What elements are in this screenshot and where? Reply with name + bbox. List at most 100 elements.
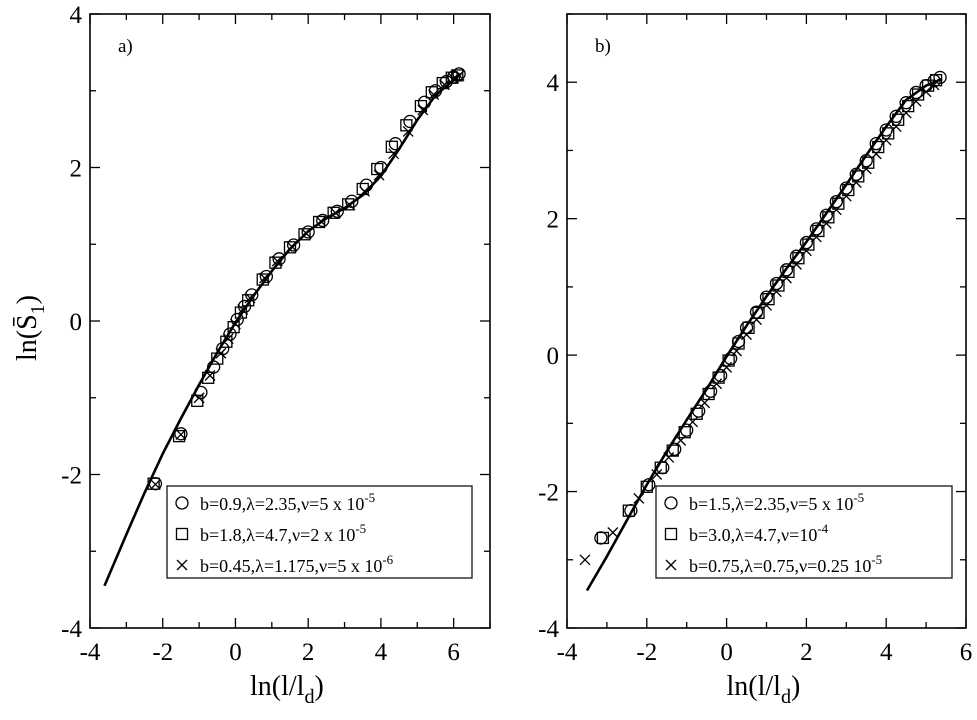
legend-marker-x bbox=[665, 559, 677, 571]
data-point-x bbox=[428, 89, 440, 101]
x-tick-label: -4 bbox=[80, 639, 101, 666]
data-point-circle bbox=[286, 238, 301, 252]
data-point-x bbox=[663, 451, 675, 463]
data-point-x bbox=[453, 69, 465, 81]
data-point-square bbox=[172, 429, 186, 443]
y-tick-label: 0 bbox=[547, 343, 560, 370]
legend-entry-exponent: -5 bbox=[364, 490, 375, 505]
y-axis-title: ln(S̄1) bbox=[12, 295, 49, 361]
legend-entry: b=1.8,λ=4.7,ν=2 x 10-5 bbox=[200, 521, 366, 545]
data-point-x bbox=[329, 207, 341, 219]
data-point-circle bbox=[259, 269, 274, 284]
data-point-square bbox=[712, 371, 725, 384]
y-tick-label: -2 bbox=[61, 463, 82, 490]
data-point-x bbox=[607, 527, 619, 538]
series-x bbox=[579, 79, 940, 566]
data-point-x bbox=[204, 370, 216, 381]
y-axis-title-part: ln(S̄ bbox=[12, 314, 43, 361]
series-circle bbox=[594, 70, 947, 545]
data-point-x bbox=[439, 79, 451, 91]
data-point-circle bbox=[723, 351, 738, 366]
legend-entry: b=0.75,λ=0.75,ν=0.25 10-5 bbox=[689, 552, 882, 576]
legend-box bbox=[166, 485, 473, 579]
legend-entry-text: b=0.45,λ=1.175,ν=5 x 10 bbox=[200, 556, 382, 576]
legend-entry-text: b=3.0,λ=4.7,ν=10 bbox=[689, 525, 817, 545]
data-point-circle bbox=[779, 263, 794, 277]
x-tick-label: -2 bbox=[152, 639, 173, 666]
plot-area bbox=[103, 67, 466, 587]
x-tick-label: 0 bbox=[229, 639, 242, 666]
fit-line bbox=[585, 77, 943, 592]
data-point-x bbox=[359, 185, 371, 197]
data-point-x bbox=[244, 292, 256, 304]
data-point-square bbox=[327, 206, 340, 219]
x-tick-label: -4 bbox=[557, 639, 578, 666]
y-axis-title-part: 1 bbox=[27, 304, 49, 314]
data-point-square bbox=[654, 461, 667, 474]
data-point-circle bbox=[301, 225, 315, 239]
y-tick-label: 2 bbox=[547, 207, 560, 234]
data-point-circle bbox=[703, 384, 718, 398]
data-point-square bbox=[929, 74, 943, 87]
data-point-x bbox=[300, 228, 312, 239]
data-point-x bbox=[315, 215, 327, 227]
data-point-x bbox=[860, 163, 872, 175]
data-point-square bbox=[211, 352, 224, 365]
data-point-square bbox=[862, 156, 875, 169]
data-point-circle bbox=[668, 442, 682, 456]
legend-marker-circle bbox=[175, 496, 189, 510]
data-point-square bbox=[202, 371, 215, 384]
panel-label: b) bbox=[595, 36, 611, 57]
data-point-x bbox=[229, 318, 241, 330]
data-point-circle bbox=[829, 194, 843, 209]
legend-entry-text: b=0.75,λ=0.75,ν=0.25 10 bbox=[689, 556, 871, 576]
data-point-square bbox=[298, 228, 311, 241]
data-point-x bbox=[751, 314, 762, 326]
data-point-x bbox=[448, 73, 460, 84]
data-point-circle bbox=[899, 96, 913, 110]
y-axis-title-part: ) bbox=[12, 295, 43, 304]
data-point-circle bbox=[713, 368, 728, 383]
data-point-x bbox=[417, 104, 429, 116]
data-point-square bbox=[812, 224, 825, 238]
data-point-square bbox=[400, 119, 413, 132]
data-point-x bbox=[633, 492, 645, 504]
data-point-x bbox=[222, 333, 234, 345]
data-point-x bbox=[402, 125, 414, 137]
data-point-x bbox=[711, 378, 723, 390]
series-x bbox=[149, 69, 465, 490]
data-point-square bbox=[622, 504, 635, 517]
x-axis-title: ln(l/ld) bbox=[250, 671, 324, 708]
data-point-square bbox=[312, 215, 326, 229]
data-point-square bbox=[762, 293, 775, 306]
data-point-square bbox=[782, 265, 795, 279]
x-tick-label: 0 bbox=[720, 639, 733, 666]
data-point-x bbox=[344, 199, 356, 211]
data-point-circle bbox=[759, 290, 774, 304]
data-point-x bbox=[388, 148, 400, 160]
x-tick-label: 4 bbox=[880, 639, 893, 666]
data-point-square bbox=[425, 86, 438, 99]
data-point-x bbox=[699, 397, 711, 409]
x-tick-label: 2 bbox=[800, 639, 813, 666]
legend-entry-exponent: -5 bbox=[853, 490, 864, 505]
series-square bbox=[147, 69, 464, 490]
legend: b=1.5,λ=2.35,ν=5 x 10-5b=3.0,λ=4.7,ν=10-… bbox=[655, 485, 953, 579]
data-point-x bbox=[880, 134, 892, 146]
data-point-x bbox=[721, 361, 733, 373]
data-point-circle bbox=[594, 531, 608, 545]
x-tick-label: 4 bbox=[375, 639, 388, 666]
data-point-x bbox=[215, 347, 227, 359]
data-point-square bbox=[772, 279, 785, 292]
legend-marker-square bbox=[175, 527, 189, 541]
data-point-circle bbox=[642, 478, 656, 492]
data-point-x bbox=[731, 345, 743, 357]
data-point-circle bbox=[692, 404, 706, 418]
data-point-circle bbox=[452, 67, 466, 81]
data-point-x bbox=[928, 79, 940, 91]
data-point-x bbox=[761, 299, 772, 311]
data-point-square bbox=[842, 183, 855, 197]
data-point-square bbox=[385, 140, 398, 153]
x-axis-title-part: ln(l/l bbox=[727, 671, 782, 702]
